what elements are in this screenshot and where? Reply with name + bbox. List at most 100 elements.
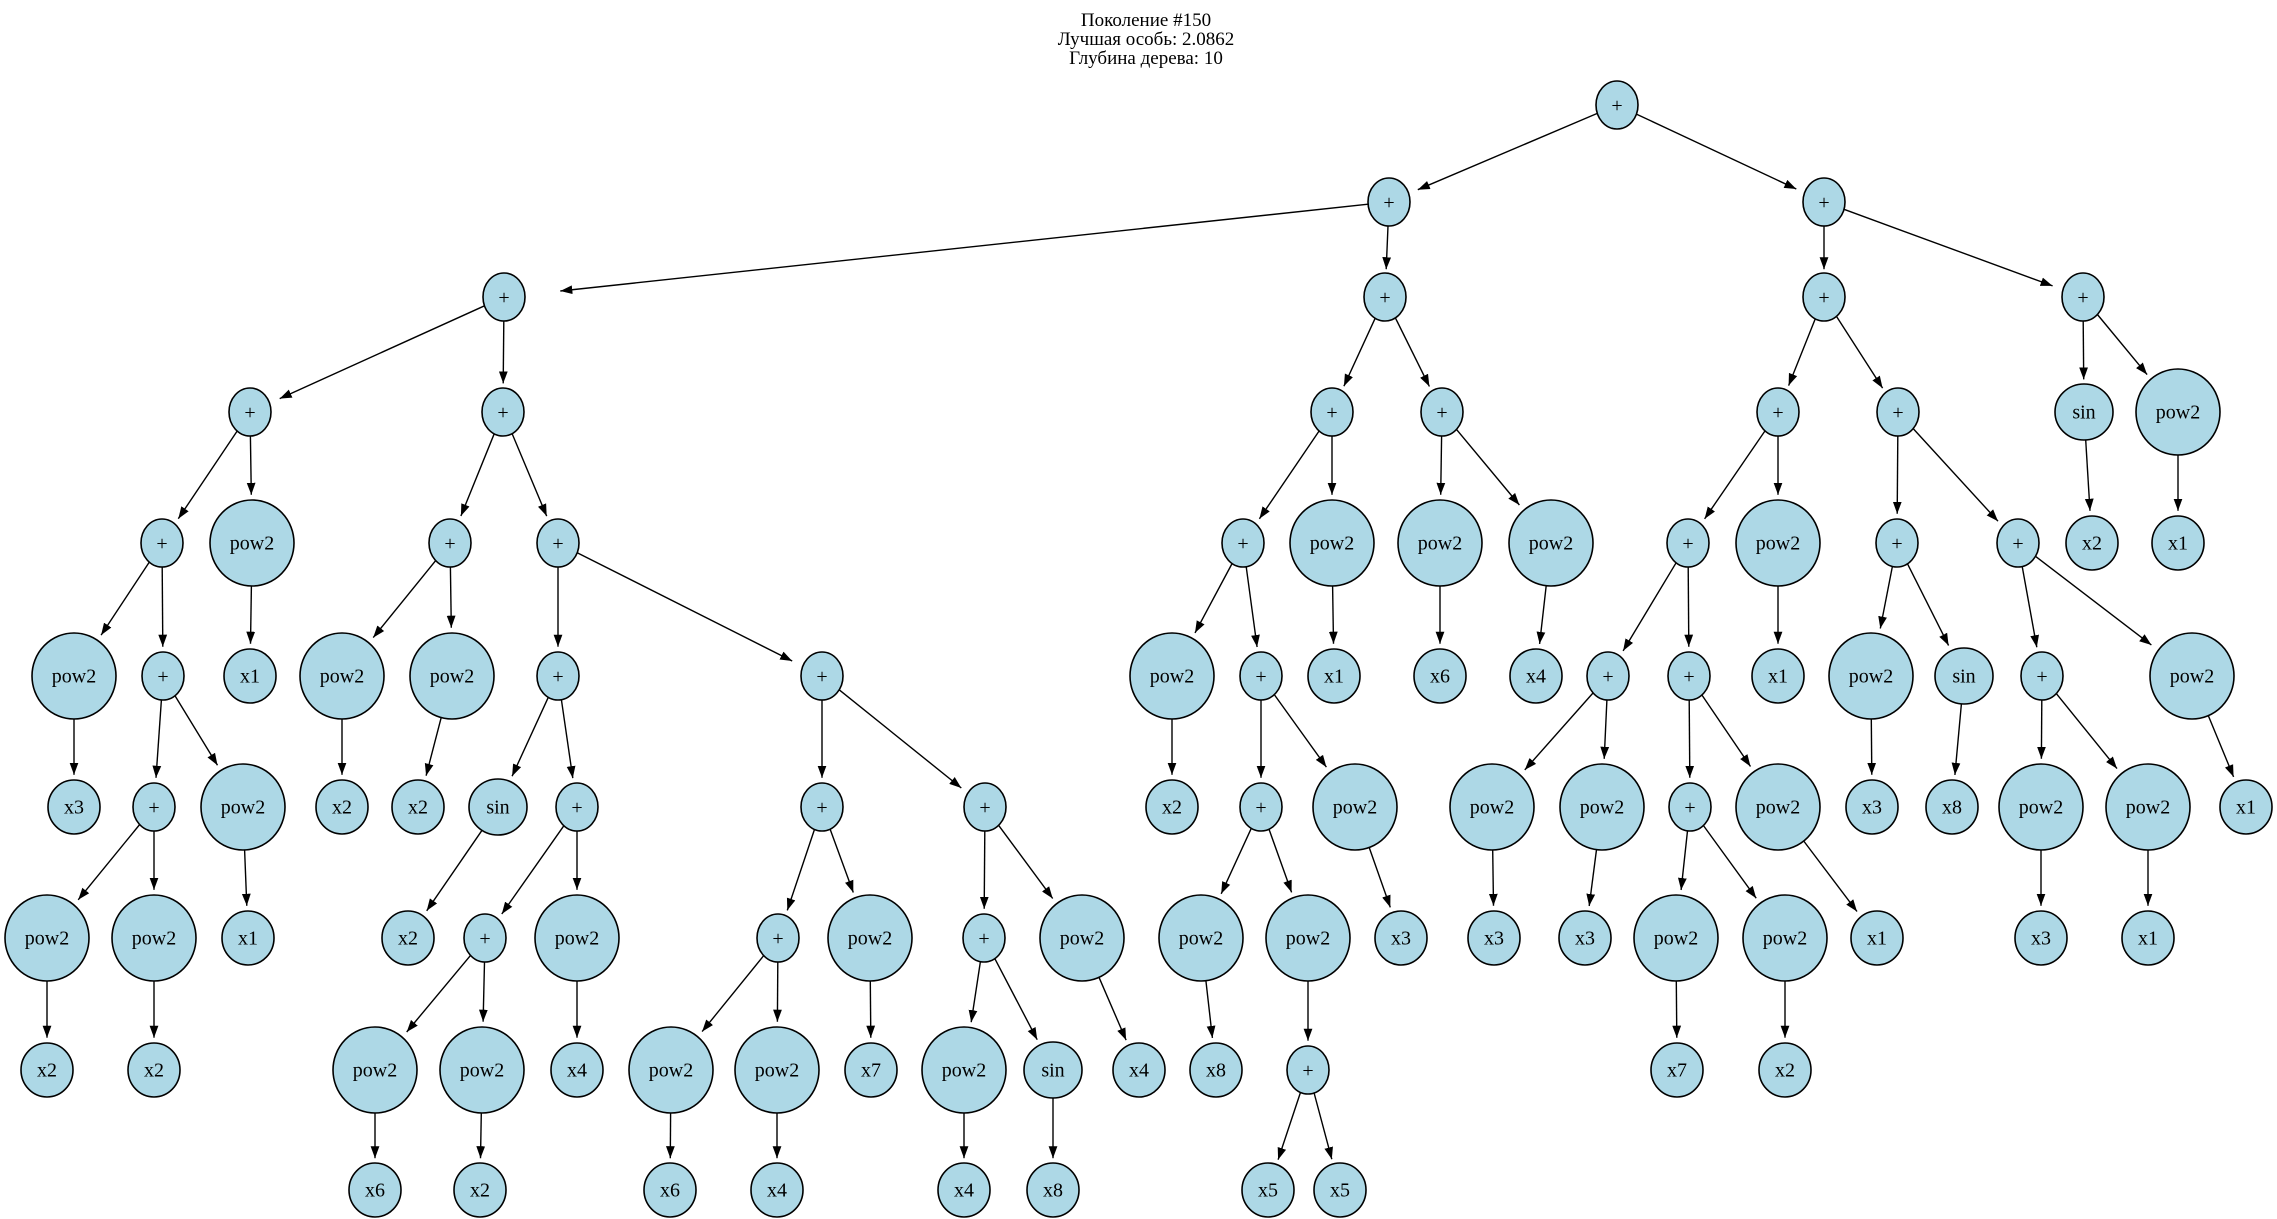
edge [446, 566, 456, 628]
node-label: x4 [954, 1180, 974, 1202]
node-shape [1876, 387, 1920, 437]
node-shape [482, 272, 526, 322]
node-label: + [1436, 402, 1447, 424]
edge [838, 689, 962, 789]
node-label: pow2 [755, 1060, 799, 1082]
edge [1701, 694, 1752, 767]
node-label: pow2 [25, 928, 69, 950]
node-label: x1 [240, 666, 260, 688]
edge [460, 433, 495, 517]
tree-node-pow2: pow2 [31, 632, 117, 720]
node-shape [1925, 779, 1979, 835]
node-label: + [1892, 402, 1903, 424]
edge [511, 433, 548, 517]
tree-node-pow2: pow2 [1129, 632, 1215, 720]
node-label: x5 [1330, 1180, 1350, 1202]
tree-node-plus: + [536, 651, 580, 701]
node-label: x6 [365, 1180, 385, 1202]
node-shape [1667, 651, 1711, 701]
node-label: + [1383, 192, 1394, 214]
tree-node-x3: x3 [1558, 910, 1612, 966]
tree-node-x5: x5 [1241, 1162, 1295, 1218]
node-shape [381, 910, 435, 966]
tree-node-plus: + [962, 913, 1006, 963]
node-label: pow2 [2156, 402, 2200, 424]
node-label: pow2 [2019, 797, 2063, 819]
node-label: + [1683, 666, 1694, 688]
node-shape [2151, 515, 2205, 571]
edge [1258, 430, 1320, 520]
node-shape [391, 779, 445, 835]
title-best-individual: Лучшая особь: 2.0862 [1057, 29, 1235, 50]
node-shape [200, 763, 286, 851]
tree-node-x2: x2 [1758, 1042, 1812, 1098]
node-shape [223, 648, 277, 704]
edge [1951, 703, 1963, 775]
node-label: x4 [1526, 666, 1546, 688]
tree-node-pow2: pow2 [1735, 499, 1821, 587]
tree-node-plus: + [482, 272, 526, 322]
node-shape [1633, 894, 1719, 982]
tree-node-plus: + [228, 387, 272, 437]
edge [560, 203, 1369, 295]
node-label: x5 [1258, 1180, 1278, 1202]
node-shape [1367, 177, 1411, 227]
edge [1878, 566, 1894, 629]
node-label: x1 [2138, 928, 2158, 950]
node-shape [1286, 1045, 1330, 1095]
edge [177, 430, 238, 520]
node-shape [1289, 499, 1375, 587]
node-shape [643, 1162, 697, 1218]
node-label: x3 [1484, 928, 1504, 950]
edge [1313, 1092, 1333, 1160]
edge [476, 1112, 486, 1159]
tree-node-x6: x6 [1413, 648, 1467, 704]
edge [1835, 315, 1884, 389]
node-label: pow2 [1470, 797, 1514, 819]
node-shape [1374, 910, 1428, 966]
tree-node-x8: x8 [1189, 1042, 1243, 1098]
edge [372, 560, 437, 639]
node-shape [756, 913, 800, 963]
edge [152, 699, 163, 778]
node-shape [2061, 272, 2105, 322]
edge [1524, 692, 1594, 771]
edge [1906, 563, 1950, 646]
node-shape [463, 913, 507, 963]
tree-node-sin: sin [1023, 1041, 1083, 1099]
node-label: + [2077, 287, 2088, 309]
node-shape [844, 1042, 898, 1098]
tree-node-x1: x1 [1850, 910, 1904, 966]
tree-node-x5: x5 [1313, 1162, 1367, 1218]
edge [1382, 225, 1392, 270]
node-shape [1758, 1042, 1812, 1098]
tree-node-plus: + [1286, 1045, 1330, 1095]
edge [1245, 566, 1260, 648]
node-label: pow2 [1580, 797, 1624, 819]
node-label: x1 [1768, 666, 1788, 688]
node-shape [1312, 763, 1398, 851]
tree-node-pow2: pow2 [1039, 894, 1125, 982]
node-shape [2020, 651, 2064, 701]
tree-node-x1: x1 [1307, 648, 1361, 704]
tree-node-pow2: pow2 [1742, 894, 1828, 982]
edge [1436, 435, 1446, 495]
node-shape [550, 1042, 604, 1098]
tree-node-x1: x1 [1751, 648, 1805, 704]
node-label: + [772, 928, 783, 950]
node-shape [453, 1162, 507, 1218]
node-label: + [1379, 287, 1390, 309]
node-shape [2054, 383, 2114, 441]
node-shape [1650, 1042, 1704, 1098]
node-label: x2 [2082, 533, 2102, 555]
edge [511, 697, 549, 777]
edge [2079, 320, 2088, 380]
tree-node-plus: + [1876, 387, 1920, 437]
edge [279, 305, 485, 400]
node-shape [1363, 272, 1407, 322]
node-shape [47, 779, 101, 835]
node-shape [2149, 632, 2235, 720]
node-label: + [1326, 402, 1337, 424]
node-label: x2 [398, 928, 418, 950]
